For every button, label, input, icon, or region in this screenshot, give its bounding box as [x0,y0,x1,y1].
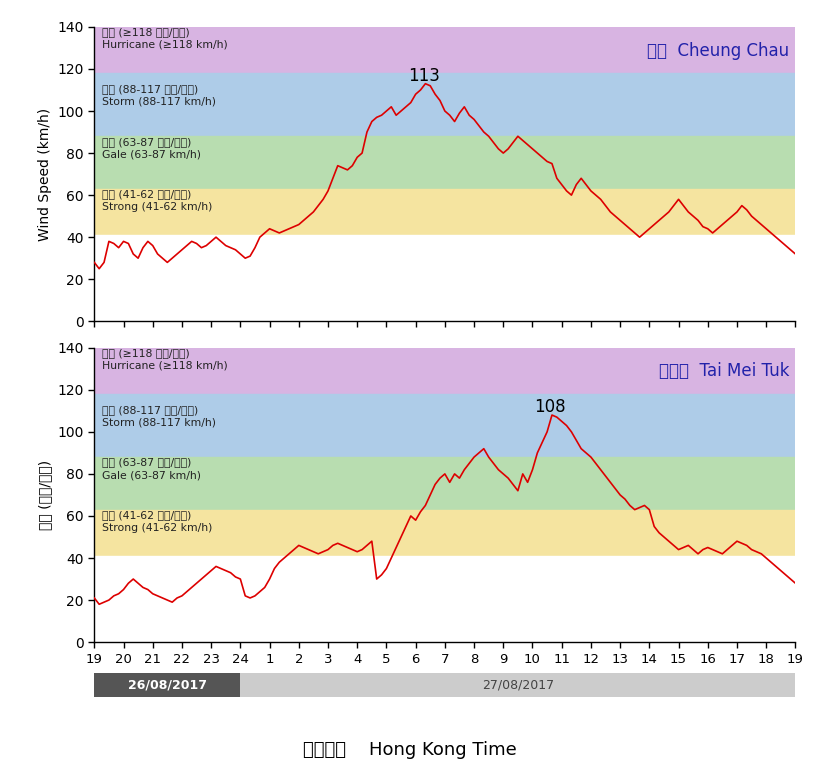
Bar [94,510,794,556]
Text: 27/08/2017: 27/08/2017 [482,679,554,691]
Text: 烈風 (63-87 公里/小時): 烈風 (63-87 公里/小時) [102,458,192,468]
Text: 長洲  Cheung Chau: 長洲 Cheung Chau [647,42,789,60]
Text: Gale (63-87 km/h): Gale (63-87 km/h) [102,470,201,480]
Bar [94,73,794,136]
Text: 強風 (41-62 公里/小時): 強風 (41-62 公里/小時) [102,189,192,199]
Text: 香港時間    Hong Kong Time: 香港時間 Hong Kong Time [303,741,516,759]
Bar [94,338,794,394]
Text: Hurricane (≥118 km/h): Hurricane (≥118 km/h) [102,361,228,371]
Text: Gale (63-87 km/h): Gale (63-87 km/h) [102,149,201,159]
Y-axis label: 風速 (公里/小時): 風速 (公里/小時) [38,460,52,530]
Text: 113: 113 [407,67,439,85]
Text: Strong (41-62 km/h): Strong (41-62 km/h) [102,523,213,533]
Text: 強風 (41-62 公里/小時): 強風 (41-62 公里/小時) [102,510,192,520]
Bar [94,136,794,189]
Text: Storm (88-117 km/h): Storm (88-117 km/h) [102,418,216,428]
Text: 26/08/2017: 26/08/2017 [128,679,206,691]
Text: 大美督  Tai Mei Tuk: 大美督 Tai Mei Tuk [658,362,789,381]
Text: 颶風 (≥118 公里/小時): 颶風 (≥118 公里/小時) [102,28,190,38]
Text: 暴風 (88-117 公里/小時): 暴風 (88-117 公里/小時) [102,84,198,94]
Text: 108: 108 [534,398,565,416]
Text: Strong (41-62 km/h): Strong (41-62 km/h) [102,201,213,211]
Bar [94,556,794,642]
Text: Hurricane (≥118 km/h): Hurricane (≥118 km/h) [102,40,228,50]
Text: 颶風 (≥118 公里/小時): 颶風 (≥118 公里/小時) [102,348,190,358]
Bar [94,189,794,235]
Bar [94,394,794,457]
Text: 烈風 (63-87 公里/小時): 烈風 (63-87 公里/小時) [102,137,192,147]
Y-axis label: Wind Speed (km/h): Wind Speed (km/h) [38,108,52,241]
Bar [94,235,794,321]
Text: 暴風 (88-117 公里/小時): 暴風 (88-117 公里/小時) [102,405,198,415]
Text: Storm (88-117 km/h): Storm (88-117 km/h) [102,97,216,107]
Bar [94,457,794,510]
Bar [94,16,794,73]
